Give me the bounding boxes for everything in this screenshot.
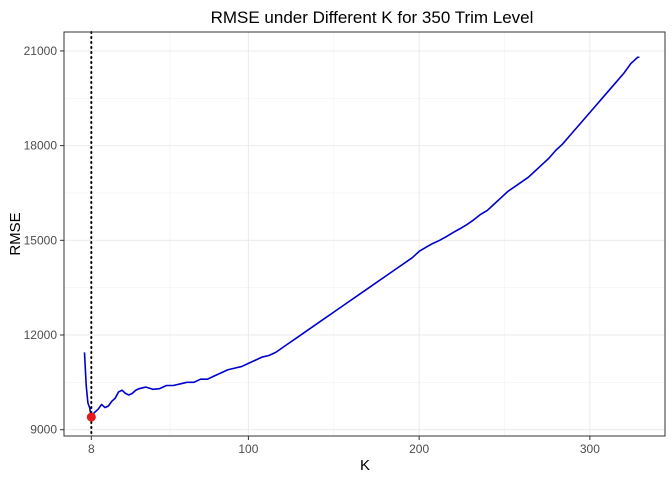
x-tick-label: 200: [409, 442, 429, 456]
y-tick-label: 9000: [30, 423, 57, 437]
plot-panel: [64, 32, 665, 436]
y-axis-title: RMSE: [7, 212, 24, 255]
y-tick-label: 21000: [24, 44, 58, 58]
rmse-series-line: [83, 56, 640, 418]
plot-layer: [83, 31, 640, 437]
x-axis-ticks: 8 100 200 300: [88, 436, 600, 456]
min-rmse-point: [86, 412, 96, 422]
y-tick-label: 18000: [24, 139, 58, 153]
minor-gridlines: [64, 32, 665, 436]
x-tick-label: 300: [580, 442, 600, 456]
x-tick-label: 100: [238, 442, 258, 456]
x-axis-title: K: [360, 457, 370, 474]
major-gridlines: [64, 32, 665, 436]
plot-border: [63, 31, 666, 437]
y-tick-label: 15000: [24, 233, 58, 247]
y-tick-label: 12000: [24, 328, 58, 342]
chart-title: RMSE under Different K for 350 Trim Leve…: [211, 8, 534, 27]
x-tick-label: 8: [88, 442, 95, 456]
y-axis-ticks: 9000 12000 15000 18000 21000: [24, 44, 64, 437]
